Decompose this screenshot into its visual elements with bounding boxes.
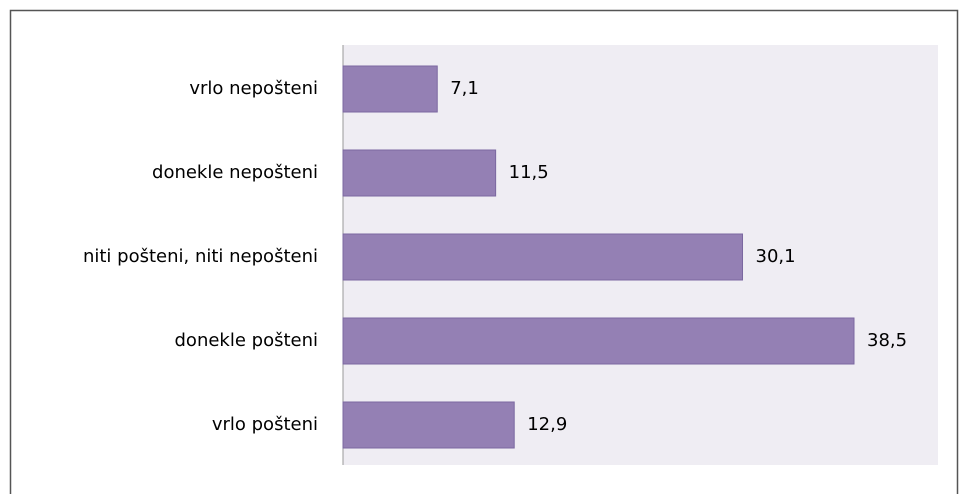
value-label: 7,1 xyxy=(450,78,479,99)
bar xyxy=(342,401,515,449)
value-label: 38,5 xyxy=(867,330,907,351)
bar xyxy=(342,65,438,113)
bar xyxy=(342,233,744,281)
category-label: vrlo nepošteni xyxy=(189,78,318,99)
category-label: vrlo pošteni xyxy=(212,414,318,435)
value-label: 30,1 xyxy=(756,246,796,267)
value-label: 11,5 xyxy=(509,162,549,183)
category-label: donekle nepošteni xyxy=(152,162,318,183)
category-label: niti pošteni, niti nepošteni xyxy=(83,246,318,267)
bar xyxy=(342,149,497,197)
value-label: 12,9 xyxy=(527,414,567,435)
bar xyxy=(342,317,855,365)
category-label: donekle pošteni xyxy=(175,330,319,351)
